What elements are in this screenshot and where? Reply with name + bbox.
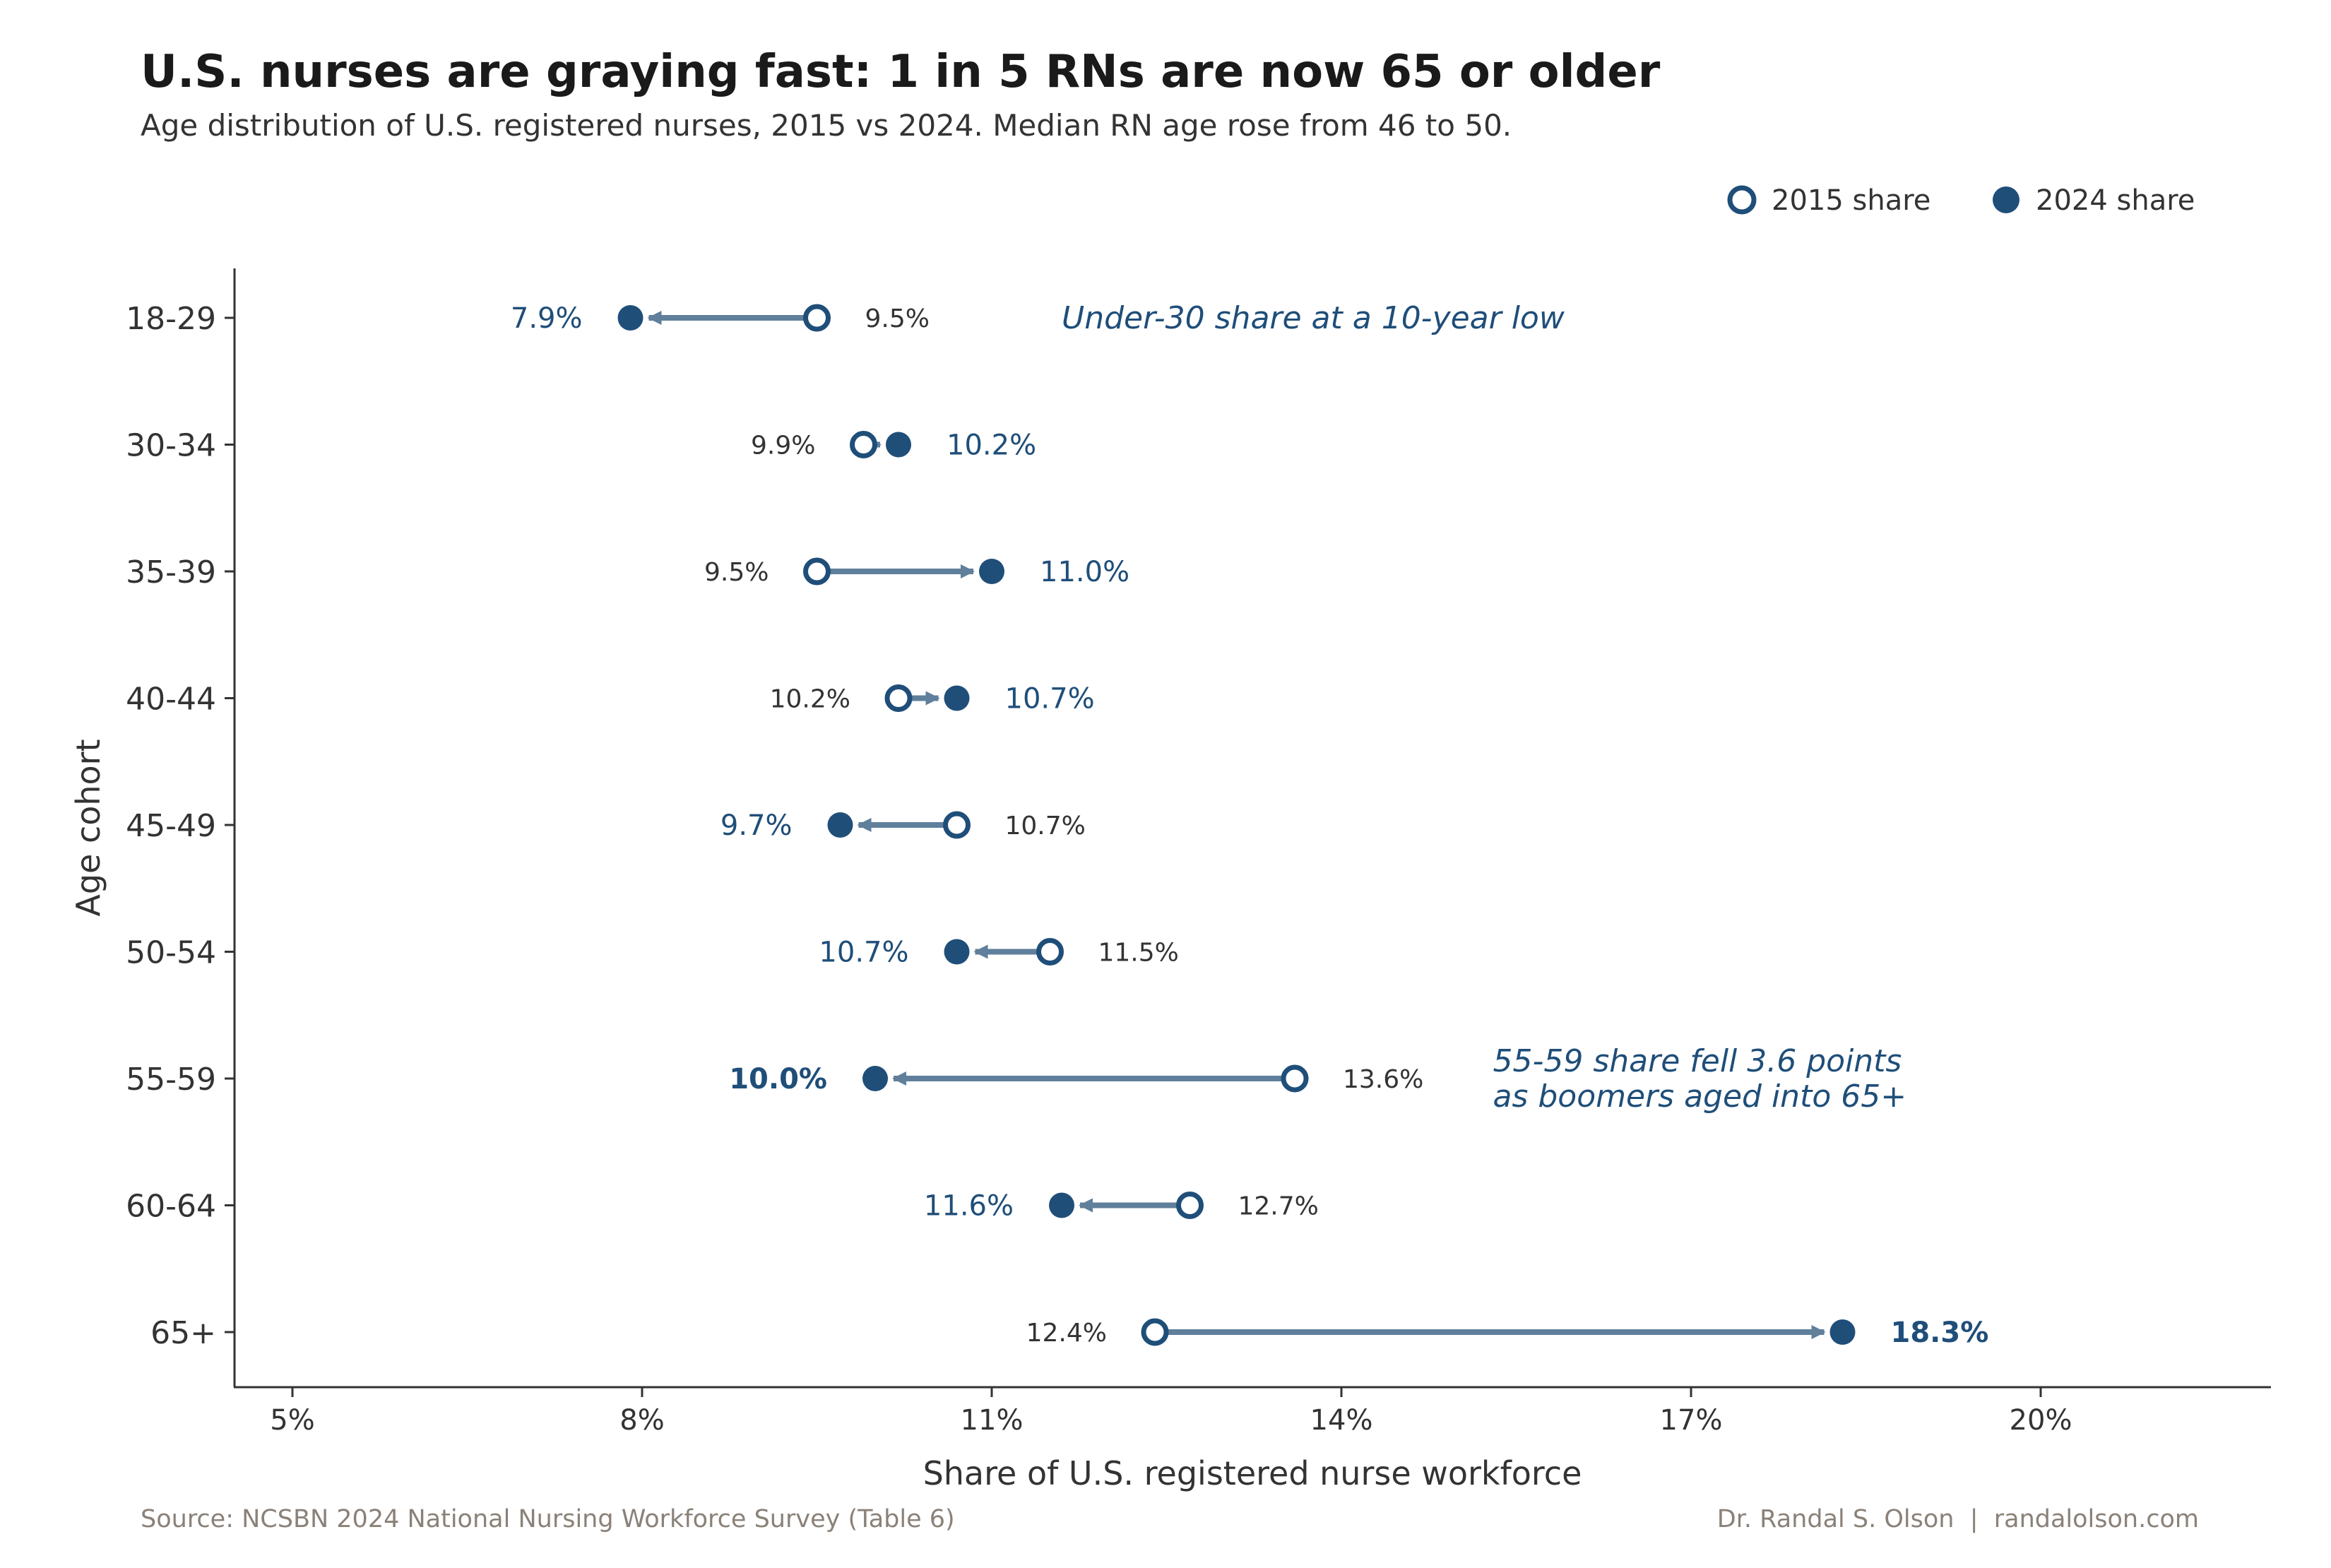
point-2024 <box>944 685 970 711</box>
label-2015: 10.2% <box>770 685 850 714</box>
label-2024: 18.3% <box>1891 1317 1989 1349</box>
label-2024: 9.7% <box>720 809 793 842</box>
label-2015: 9.5% <box>704 558 769 587</box>
legend: 2015 share 2024 share <box>1727 184 2195 217</box>
connector-arrowhead <box>857 818 872 832</box>
label-2024: 11.0% <box>1040 556 1129 588</box>
legend-2015-marker <box>1727 185 1757 215</box>
label-2015: 12.4% <box>1026 1319 1107 1348</box>
footer-credit: Dr. Randal S. Olson | randalolson.com <box>1717 1505 2199 1533</box>
y-tick-label: 18-29 <box>126 301 216 337</box>
label-2015: 10.7% <box>1005 812 1086 841</box>
x-ticks: 5% 8% 11% 14% 17% 20% <box>270 1387 2072 1437</box>
point-2024 <box>886 432 911 458</box>
connector-arrowhead <box>973 944 988 959</box>
point-2015 <box>943 811 971 839</box>
y-axis-title: Age cohort <box>69 739 107 916</box>
point-2015 <box>1176 1192 1204 1219</box>
x-tick-label: 14% <box>1310 1404 1373 1437</box>
point-2015 <box>1281 1064 1309 1093</box>
label-2024: 10.7% <box>819 937 908 969</box>
point-2024 <box>617 305 643 331</box>
label-2015: 13.6% <box>1343 1065 1423 1094</box>
point-2015 <box>850 431 877 458</box>
point-2015 <box>884 684 913 712</box>
point-2024 <box>1049 1192 1074 1218</box>
point-2024 <box>1829 1319 1856 1345</box>
x-tick-label: 20% <box>2010 1404 2072 1437</box>
y-tick-label: 50-54 <box>126 935 216 971</box>
connector-arrowhead <box>961 564 975 578</box>
point-2015 <box>803 304 831 332</box>
legend-2015-label: 2015 share <box>1772 184 1930 217</box>
y-tick-label: 55-59 <box>126 1062 216 1098</box>
legend-2024-label: 2024 share <box>2036 184 2195 217</box>
label-2024: 10.2% <box>947 429 1036 462</box>
annotations: Under-30 share at a 10-year low 55-59 sha… <box>1062 300 1906 1115</box>
connector-arrowhead <box>1811 1325 1826 1339</box>
legend-2024-marker <box>1993 186 2019 213</box>
x-tick-label: 8% <box>619 1404 664 1437</box>
label-2024: 10.7% <box>1005 683 1095 715</box>
annotation-text: as boomers aged into 65+ <box>1493 1079 1907 1115</box>
label-2015: 9.9% <box>751 432 815 461</box>
connector-arrowhead <box>1079 1198 1093 1213</box>
point-2024 <box>862 1066 888 1091</box>
label-2015: 12.7% <box>1238 1192 1319 1221</box>
point-2015 <box>1036 938 1064 966</box>
point-2024 <box>979 559 1004 584</box>
y-ticks: 18-29 30-34 35-39 40-44 45-49 50-54 55-59 60-64… <box>126 301 235 1351</box>
label-2015: 11.5% <box>1098 939 1179 968</box>
annotation-text: Under-30 share at a 10-year low <box>1062 300 1565 336</box>
y-tick-label: 60-64 <box>126 1189 216 1225</box>
x-tick-label: 11% <box>961 1404 1024 1437</box>
point-2024 <box>944 939 970 965</box>
label-2024: 11.6% <box>924 1190 1014 1223</box>
point-2015 <box>1141 1318 1169 1346</box>
chart-subtitle: Age distribution of U.S. registered nurs… <box>141 108 1512 143</box>
point-2024 <box>827 812 853 838</box>
label-2024: 7.9% <box>511 302 583 335</box>
connector-arrowhead <box>925 691 940 706</box>
x-tick-label: 17% <box>1660 1404 1723 1437</box>
y-tick-label: 40-44 <box>126 682 216 718</box>
x-axis-title: Share of U.S. registered nurse workforce <box>923 1454 1582 1492</box>
data-marks: 9.5% 7.9% 9.9% 10.2% 9.5% 11.0% 10.2% 10.7% 10.7… <box>511 302 1988 1349</box>
point-2015 <box>803 557 831 586</box>
footer-source: Source: NCSBN 2024 National Nursing Work… <box>141 1505 955 1533</box>
y-tick-label: 45-49 <box>126 808 216 844</box>
annotation-text: 55-59 share fell 3.6 points <box>1493 1043 1902 1079</box>
y-tick-label: 30-34 <box>126 428 216 464</box>
label-2015: 9.5% <box>865 304 930 333</box>
chart-title: U.S. nurses are graying fast: 1 in 5 RNs… <box>141 46 1661 98</box>
label-2024: 10.0% <box>729 1063 827 1095</box>
x-tick-label: 5% <box>270 1404 314 1437</box>
y-tick-label: 65+ <box>150 1315 216 1351</box>
connector-arrowhead <box>647 311 662 325</box>
y-tick-label: 35-39 <box>126 554 216 590</box>
connector-arrowhead <box>892 1071 906 1086</box>
